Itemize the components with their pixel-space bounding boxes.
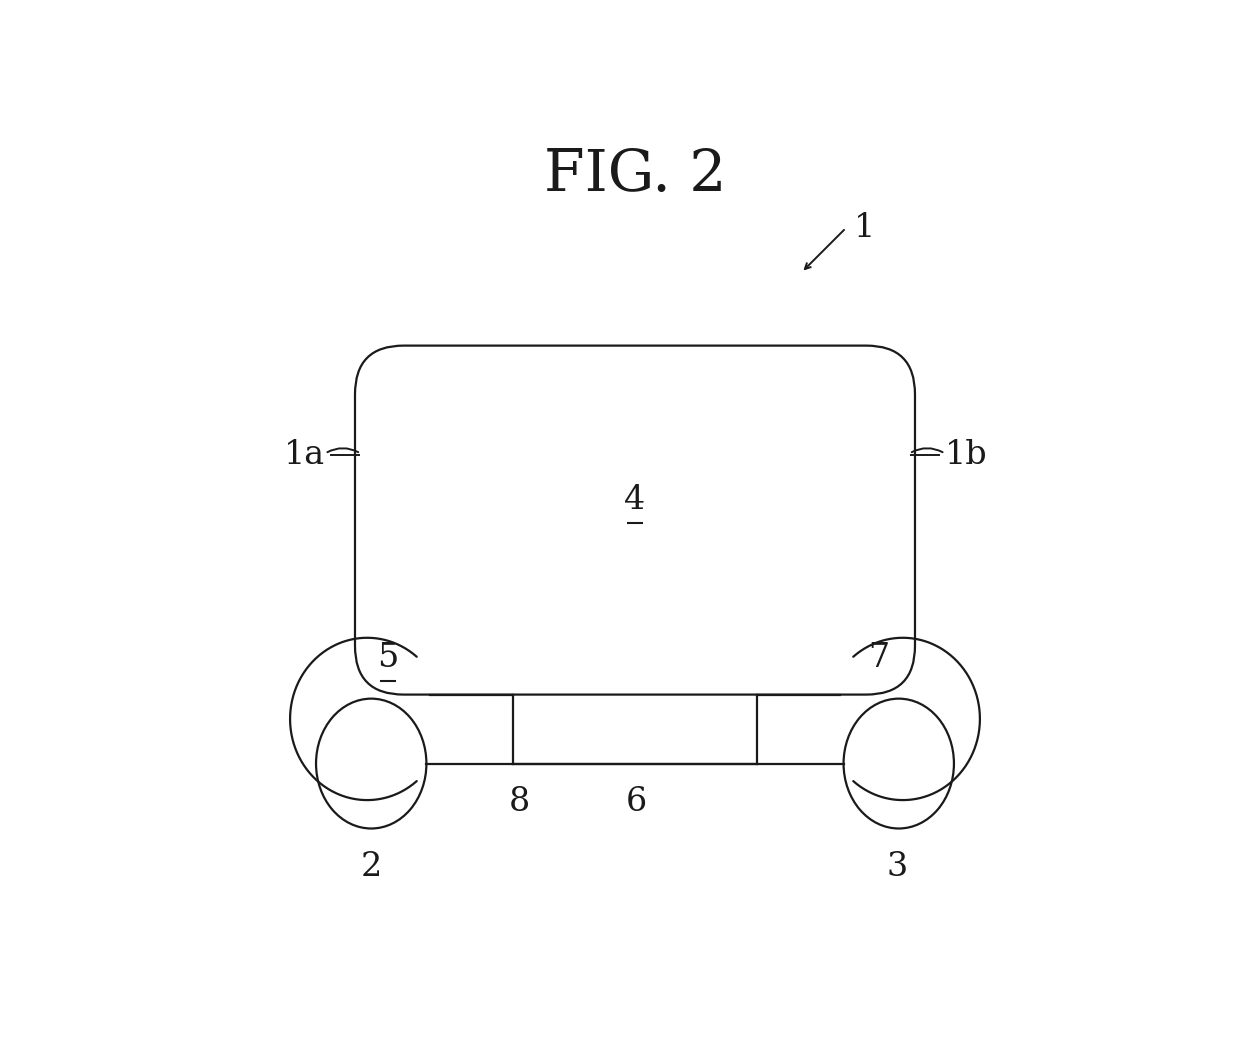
Text: 3: 3	[886, 851, 908, 882]
Text: 2: 2	[361, 851, 382, 882]
Text: 1a: 1a	[284, 440, 325, 471]
Text: 4: 4	[624, 484, 646, 515]
Text: FIG. 2: FIG. 2	[544, 148, 726, 203]
Text: 1: 1	[854, 212, 876, 243]
Text: 5: 5	[378, 642, 399, 675]
Text: 7: 7	[867, 642, 890, 675]
Text: 1b: 1b	[945, 440, 987, 471]
Text: 8: 8	[509, 785, 530, 818]
Text: 6: 6	[626, 785, 647, 818]
